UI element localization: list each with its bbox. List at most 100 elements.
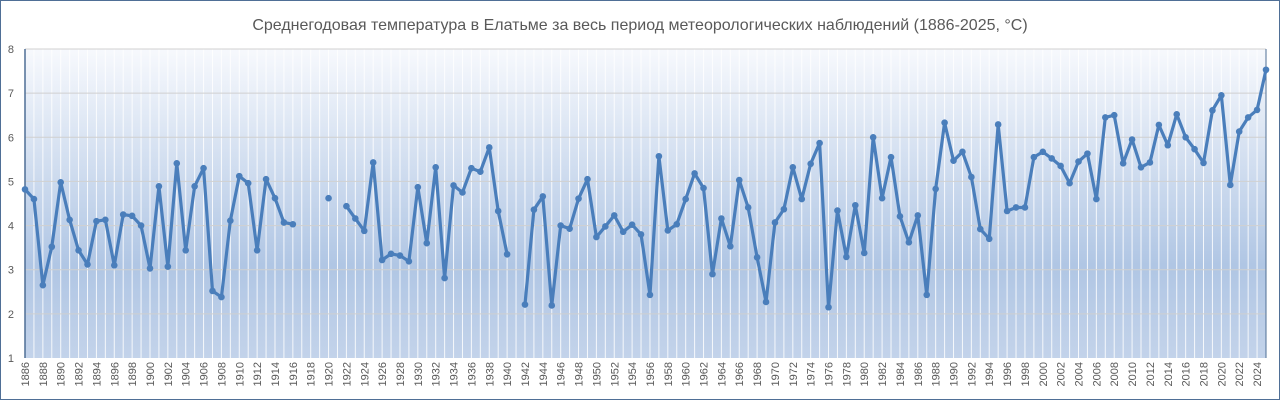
data-point [1110,111,1118,119]
data-point [218,293,225,301]
data-point [762,298,770,306]
x-tick-label: 1908 [216,362,228,386]
data-point [1012,204,1020,211]
data-point [1191,145,1198,153]
data-point [637,231,645,238]
data-point [584,175,591,183]
data-point [360,227,368,235]
data-point [852,201,859,209]
x-tick-label: 1944 [538,362,550,386]
data-point [780,205,788,213]
data-point [200,164,207,172]
x-tick-label: 1962 [699,362,711,386]
x-tick-label: 1934 [449,362,461,386]
data-point [521,301,529,308]
data-point [441,274,448,282]
x-tick-label: 2008 [1109,362,1121,386]
data-point [1218,92,1225,99]
data-point [325,194,332,202]
data-point [432,164,439,171]
x-tick-label: 1978 [841,362,853,386]
data-point [709,270,716,278]
data-point [1200,159,1207,167]
data-point [369,159,377,166]
data-point [914,212,922,219]
data-point [253,246,261,254]
data-point [646,291,654,299]
x-tick-label: 1940 [502,362,514,386]
x-tick-label: 1910 [234,362,246,386]
y-tick-label: 4 [8,221,14,233]
data-point [21,186,29,193]
data-point [896,213,904,220]
data-point [834,207,841,214]
data-point [602,223,609,230]
data-point [985,235,993,243]
data-point [1128,136,1136,143]
data-point [84,261,91,268]
x-tick-label: 1902 [163,362,175,386]
data-point [459,189,466,196]
y-tick-label: 1 [8,353,14,365]
data-point [39,281,47,289]
data-point [1155,121,1163,129]
data-point [280,219,288,226]
data-point [700,184,707,192]
data-point [450,182,457,189]
data-point [30,195,38,203]
data-point [932,185,939,193]
data-point [735,176,743,184]
x-tick-label: 1900 [145,362,157,386]
data-point [816,139,823,147]
x-tick-label: 1968 [752,362,764,386]
data-point [155,182,163,190]
x-tick-label: 1954 [627,362,639,386]
data-point [968,173,975,181]
x-tick-label: 1994 [984,362,996,386]
x-tick-label: 1916 [288,362,300,386]
plot-area [25,49,1266,358]
x-tick-label: 1990 [949,362,961,386]
x-tick-label: 1932 [431,362,443,386]
x-tick-label: 1888 [38,362,50,386]
x-tick-label: 2012 [1145,362,1157,386]
data-point [977,225,984,233]
data-point [628,221,636,228]
data-point [1164,141,1172,149]
x-tick-label: 1980 [859,362,871,386]
x-tick-label: 2004 [1074,362,1086,386]
x-tick-label: 1918 [306,362,318,386]
x-tick-label: 1924 [359,362,371,386]
data-point [825,303,832,311]
data-point [191,182,198,190]
data-point [1226,181,1234,189]
x-tick-label: 1974 [806,362,818,386]
data-point [1235,128,1243,135]
data-point [843,253,850,261]
data-point [807,160,814,168]
data-point [619,228,627,236]
data-point [405,258,413,265]
x-tick-label: 2014 [1163,362,1175,386]
data-point [110,262,118,269]
data-point [557,222,564,229]
data-point [1003,207,1011,215]
data-point [414,183,422,191]
x-tick-label: 1982 [877,362,889,386]
data-point [102,216,109,224]
x-tick-label: 1906 [199,362,211,386]
data-point [75,246,82,254]
data-point [468,164,475,172]
data-point [691,170,698,177]
x-tick-label: 1892 [74,362,86,386]
data-point [227,217,234,225]
x-tick-label: 1972 [788,362,800,386]
data-point [378,256,386,264]
chart-title: Среднегодовая температура в Елатьме за в… [252,17,1027,34]
x-tick-label: 2024 [1252,362,1264,386]
data-point [744,204,752,211]
x-tick-label: 1960 [681,362,693,386]
x-tick-label: 1920 [324,362,336,386]
data-point [1093,195,1100,203]
x-tick-label: 1976 [824,362,836,386]
